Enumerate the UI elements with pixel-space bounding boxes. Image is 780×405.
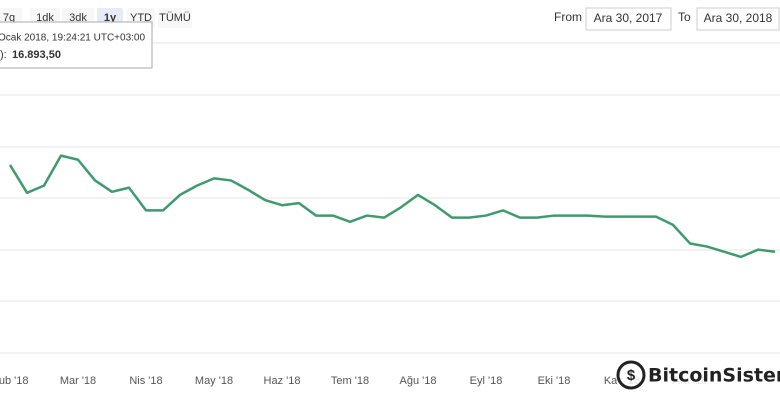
to-label: To bbox=[678, 10, 691, 24]
from-label: From bbox=[554, 10, 582, 24]
range-button-label[interactable]: TÜMÜ bbox=[159, 12, 191, 24]
range-button-label[interactable]: YTD bbox=[130, 12, 152, 24]
line bbox=[8, 154, 776, 259]
x-tick-label: Nis '18 bbox=[129, 375, 162, 387]
x-tick-label: Eki '18 bbox=[538, 375, 571, 387]
x-tick-label: May '18 bbox=[195, 375, 233, 387]
tooltip-prefix: ): bbox=[0, 49, 7, 61]
from-value[interactable]: Ara 30, 2017 bbox=[594, 11, 663, 25]
watermark-icon-glyph: $ bbox=[627, 367, 636, 384]
to-value: Ara 30, 2018 bbox=[704, 11, 773, 25]
tooltip-value: 16.893,50 bbox=[12, 49, 61, 61]
range-button[interactable] bbox=[158, 8, 192, 28]
range-button-label[interactable]: 7g bbox=[3, 12, 15, 24]
range-button-label[interactable]: 3dk bbox=[69, 12, 87, 24]
tooltip-date: Ocak 2018, 19:24:21 UTC+03:00 bbox=[0, 33, 145, 44]
x-tick-label: Şub '18 bbox=[0, 375, 28, 387]
plot: Şub '18 Mar '18 Nis '18 May '18 Haz '18 Tem '… bbox=[0, 154, 776, 387]
x-tick-label: Mar '18 bbox=[60, 375, 96, 387]
tooltip: Ocak 2018, 19:24:21 UTC+03:00 ): 16.893,… bbox=[0, 21, 153, 69]
watermark: $ BitcoinSistemi bbox=[616, 358, 780, 392]
x-tick-label: Ağu '18 bbox=[400, 375, 437, 387]
watermark-icon bbox=[616, 360, 646, 390]
watermark-text: BitcoinSistemi bbox=[648, 365, 780, 387]
x-tick-label: Tem '18 bbox=[331, 375, 369, 387]
range-button-label[interactable]: 1dk bbox=[36, 12, 54, 24]
to-input[interactable] bbox=[696, 7, 780, 31]
x-tick-label: Haz '18 bbox=[264, 375, 301, 387]
tooltip-box bbox=[0, 21, 153, 69]
x-tick-label: Eyl '18 bbox=[470, 375, 503, 387]
range-button-label[interactable]: 1y bbox=[104, 12, 117, 24]
grid bbox=[0, 42, 780, 354]
from-input[interactable] bbox=[585, 7, 672, 31]
